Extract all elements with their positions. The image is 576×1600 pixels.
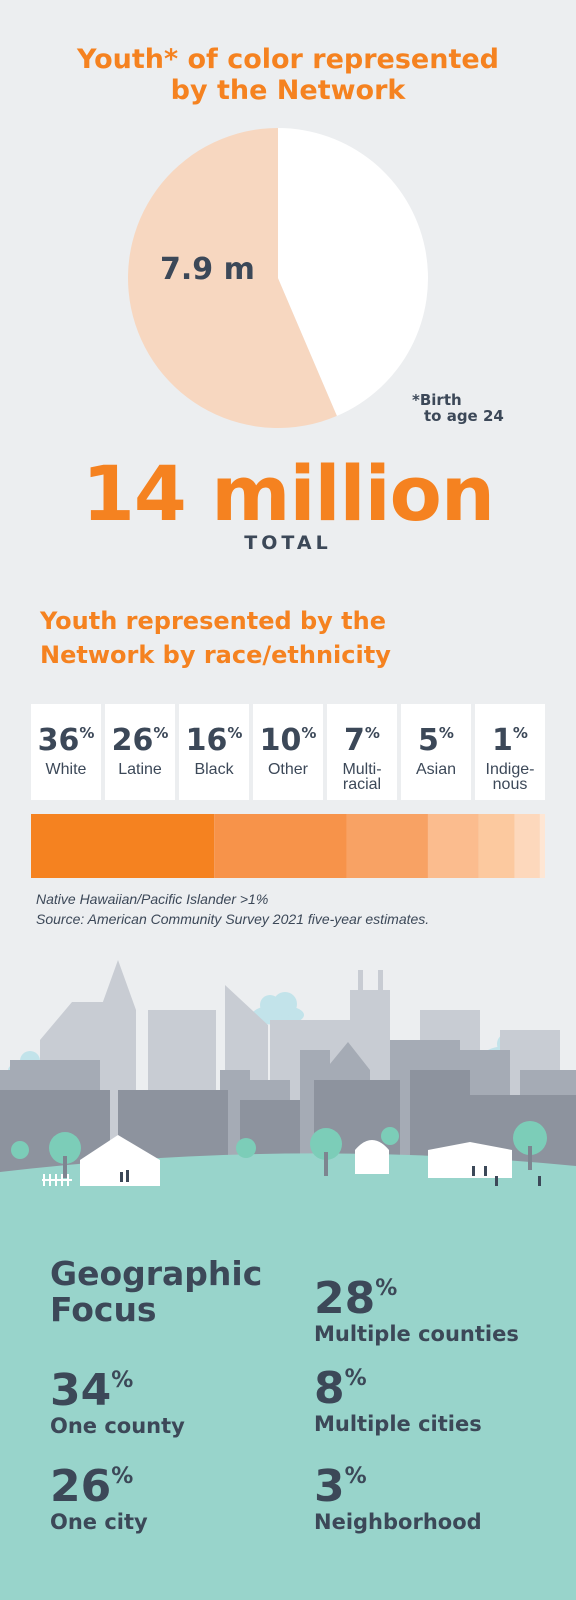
tree-icon [11, 1121, 547, 1178]
race-pct-unit: % [364, 724, 380, 742]
race-name: Asian [415, 761, 457, 778]
bar-segment-latine [214, 814, 347, 878]
race-pct: 5% [401, 716, 471, 758]
race-pct: 1% [475, 716, 545, 758]
bar-segment-multiracial [478, 814, 515, 878]
race-pct-value: 7 [344, 723, 365, 758]
geo-stat-pct: 28 [314, 1273, 376, 1324]
pie-slice-remainder [278, 128, 428, 416]
pie-slice-youth-of-color [128, 128, 337, 428]
race-pct-unit: % [438, 724, 454, 742]
race-name: White [45, 761, 87, 778]
bar-segment-asian [514, 814, 540, 878]
bar-segment-other [427, 814, 479, 878]
total-value: 14 million [82, 449, 495, 538]
fence [42, 1174, 72, 1186]
race-chart-title: Youth represented by the Network by race… [40, 604, 560, 672]
geo-title-line2: Focus [50, 1290, 157, 1329]
race-chart-title-text: Youth represented by the Network by race… [40, 607, 391, 669]
geo-stat-pct: 34 [50, 1365, 112, 1416]
geo-stat-label: One county [50, 1414, 185, 1438]
race-box: 16% Black [179, 704, 249, 800]
geographic-focus-title: Geographic Focus [50, 1256, 262, 1328]
geo-stat-multiple-counties: 28% Multiple counties [314, 1266, 519, 1347]
race-pct: 16% [179, 716, 249, 758]
race-pct-value: 10 [259, 723, 302, 758]
race-pct-value: 36 [37, 723, 80, 758]
race-box: 26% Latine [105, 704, 175, 800]
pie-chart-title: Youth* of color represented by the Netwo… [0, 44, 576, 106]
race-box: 1% Indige-nous [475, 704, 545, 800]
youth-of-color-pie-chart [128, 128, 428, 428]
total-label: TOTAL [244, 532, 332, 554]
race-pct-value: 5 [418, 723, 439, 758]
race-pct-value: 1 [492, 723, 513, 758]
race-name-line2: racial [342, 776, 382, 793]
geo-title-line1: Geographic [50, 1254, 263, 1293]
age-footnote-line1: *Birth [412, 391, 462, 409]
age-footnote: *Birth to age 24 [412, 392, 504, 424]
race-pct-unit: % [301, 724, 317, 742]
pie-slice-label: 7.9 m [160, 252, 255, 287]
source-note: Source: American Community Survey 2021 f… [36, 911, 430, 927]
race-pct: 26% [105, 716, 175, 758]
geo-stat-one-county: 34% One county [50, 1358, 185, 1439]
race-pct-value: 16 [185, 723, 228, 758]
race-pct: 7% [327, 716, 397, 758]
city-skyline-illustration [0, 960, 576, 1220]
geo-stat-label: Multiple counties [314, 1322, 519, 1346]
race-name: Indige- [485, 761, 535, 778]
race-pct-unit: % [153, 724, 169, 742]
race-name-line2: nous [492, 776, 528, 793]
race-pct-value: 26 [111, 723, 154, 758]
race-name: Black [194, 761, 234, 778]
pacific-islander-note: Native Hawaiian/Pacific Islander >1% [36, 891, 269, 907]
race-stacked-bar [31, 814, 545, 878]
bar-segment-black [346, 814, 428, 878]
race-pct: 10% [253, 716, 323, 758]
geo-stat-unit: % [111, 1464, 134, 1489]
geo-stat-neighborhood: 3% Neighborhood [314, 1454, 482, 1535]
race-name: Latine [118, 761, 162, 778]
geo-stat-unit: % [111, 1368, 134, 1393]
race-pct: 36% [31, 716, 101, 758]
pie-chart-title-text: Youth* of color represented by the Netwo… [77, 44, 499, 106]
bar-segment-white [31, 814, 215, 878]
geo-stat-pct: 3 [314, 1461, 345, 1512]
geographic-focus-panel [0, 1210, 576, 1600]
people-icon [120, 1166, 541, 1186]
race-name: Other [267, 761, 308, 778]
geo-stat-multiple-cities: 8% Multiple cities [314, 1356, 482, 1437]
geo-stat-pct: 26 [50, 1461, 112, 1512]
race-pct-unit: % [79, 724, 95, 742]
race-box: 10% Other [253, 704, 323, 800]
race-box: 7% Multi-racial [327, 704, 397, 800]
race-pct-unit: % [227, 724, 243, 742]
race-box: 36% White [31, 704, 101, 800]
bar-segment-indigenous [539, 814, 545, 878]
geo-stat-label: Neighborhood [314, 1510, 482, 1534]
race-name: Multi- [342, 761, 382, 778]
house-icon [80, 1135, 512, 1186]
geo-stat-unit: % [375, 1276, 398, 1301]
race-pct-unit: % [512, 724, 528, 742]
age-footnote-line2: to age 24 [424, 407, 504, 425]
race-box: 5% Asian [401, 704, 471, 800]
geo-stat-unit: % [344, 1464, 367, 1489]
geo-stat-unit: % [344, 1366, 367, 1391]
geo-stat-pct: 8 [314, 1363, 345, 1414]
geo-stat-label: One city [50, 1510, 148, 1534]
geo-stat-label: Multiple cities [314, 1412, 482, 1436]
geo-stat-one-city: 26% One city [50, 1454, 148, 1535]
